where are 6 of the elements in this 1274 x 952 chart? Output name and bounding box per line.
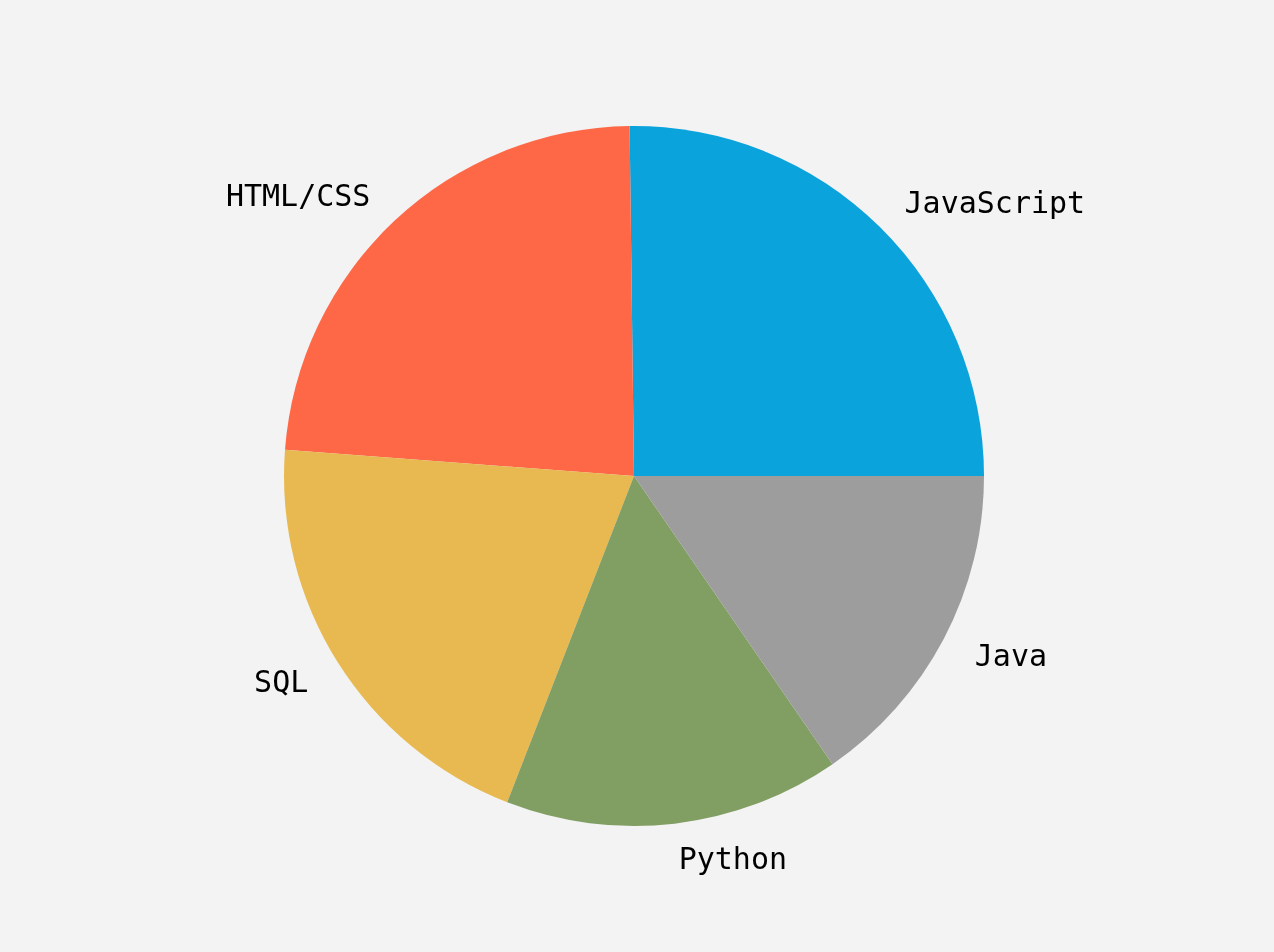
slice-label: Python (678, 840, 788, 876)
slice-label: SQL (254, 663, 309, 699)
slice-label: Java (974, 637, 1048, 673)
pie-slice (507, 476, 833, 826)
slice-label: HTML/CSS (225, 177, 371, 213)
slice-label: JavaScript (904, 184, 1086, 220)
